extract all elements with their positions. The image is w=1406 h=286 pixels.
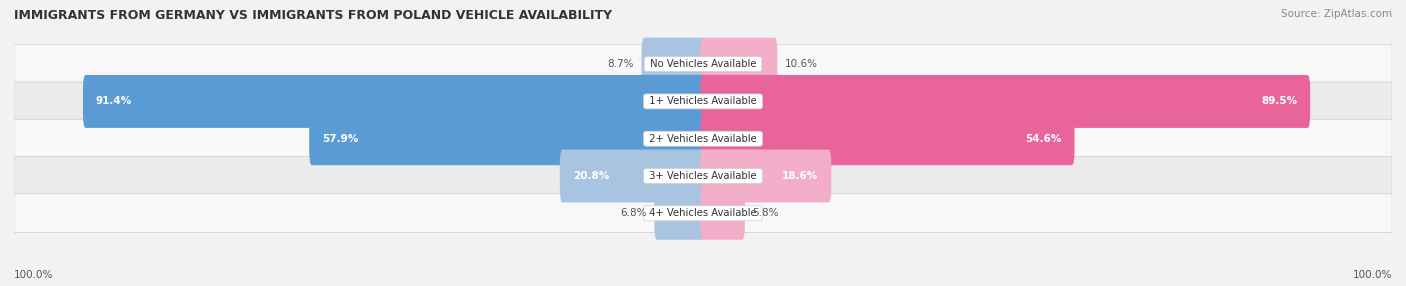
FancyBboxPatch shape: [83, 75, 706, 128]
FancyBboxPatch shape: [700, 38, 778, 91]
FancyBboxPatch shape: [309, 112, 706, 165]
FancyBboxPatch shape: [560, 150, 706, 202]
Text: No Vehicles Available: No Vehicles Available: [647, 59, 759, 69]
Text: Source: ZipAtlas.com: Source: ZipAtlas.com: [1281, 9, 1392, 19]
Text: 100.0%: 100.0%: [1353, 270, 1392, 279]
Text: 54.6%: 54.6%: [1025, 134, 1062, 144]
FancyBboxPatch shape: [700, 112, 1074, 165]
Text: 6.8%: 6.8%: [620, 208, 647, 218]
FancyBboxPatch shape: [700, 187, 745, 240]
FancyBboxPatch shape: [14, 157, 1392, 195]
Text: 89.5%: 89.5%: [1261, 96, 1298, 106]
Text: 1+ Vehicles Available: 1+ Vehicles Available: [647, 96, 759, 106]
FancyBboxPatch shape: [700, 75, 1310, 128]
FancyBboxPatch shape: [14, 194, 1392, 233]
Text: 4+ Vehicles Available: 4+ Vehicles Available: [647, 208, 759, 218]
Text: IMMIGRANTS FROM GERMANY VS IMMIGRANTS FROM POLAND VEHICLE AVAILABILITY: IMMIGRANTS FROM GERMANY VS IMMIGRANTS FR…: [14, 9, 612, 21]
FancyBboxPatch shape: [654, 187, 706, 240]
FancyBboxPatch shape: [14, 82, 1392, 121]
Text: 18.6%: 18.6%: [782, 171, 818, 181]
Text: 100.0%: 100.0%: [14, 270, 53, 279]
Text: 2+ Vehicles Available: 2+ Vehicles Available: [647, 134, 759, 144]
FancyBboxPatch shape: [700, 150, 831, 202]
FancyBboxPatch shape: [14, 119, 1392, 158]
Text: 57.9%: 57.9%: [322, 134, 359, 144]
FancyBboxPatch shape: [14, 45, 1392, 84]
Text: 8.7%: 8.7%: [607, 59, 634, 69]
Text: 20.8%: 20.8%: [572, 171, 609, 181]
Legend: Immigrants from Germany, Immigrants from Poland: Immigrants from Germany, Immigrants from…: [531, 285, 875, 286]
Text: 10.6%: 10.6%: [785, 59, 818, 69]
Text: 3+ Vehicles Available: 3+ Vehicles Available: [647, 171, 759, 181]
FancyBboxPatch shape: [641, 38, 706, 91]
Text: 5.8%: 5.8%: [752, 208, 779, 218]
Text: 91.4%: 91.4%: [96, 96, 132, 106]
